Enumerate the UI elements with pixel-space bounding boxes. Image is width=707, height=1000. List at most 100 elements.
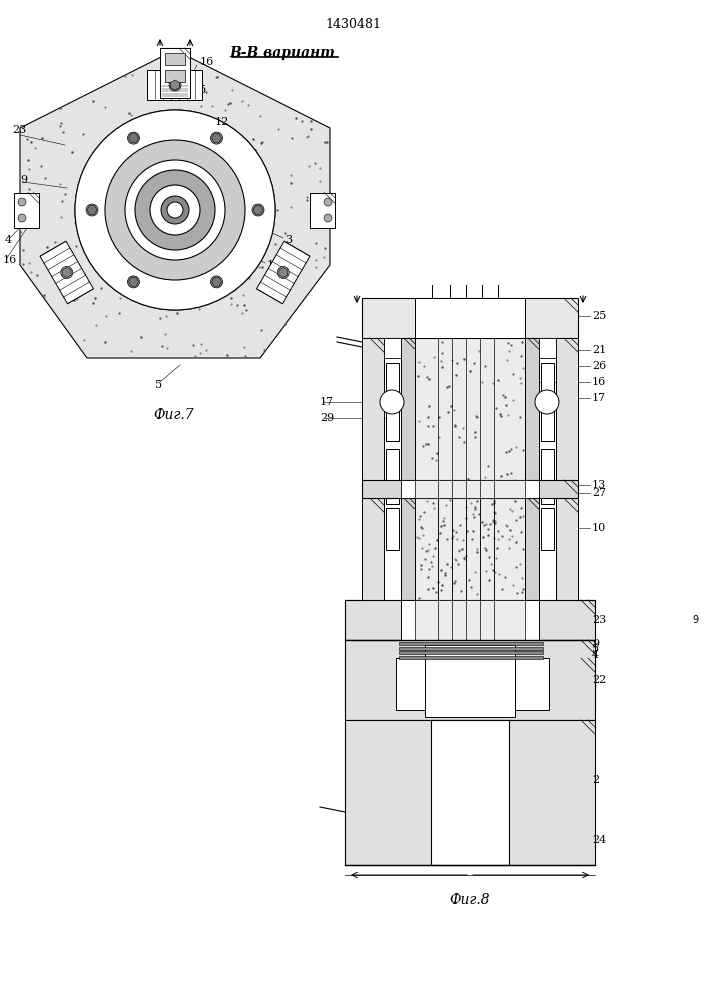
Bar	[401, 498, 415, 600]
Circle shape	[18, 214, 26, 222]
Circle shape	[61, 266, 73, 278]
Text: 4: 4	[592, 650, 599, 660]
Circle shape	[211, 276, 223, 288]
Bar	[165, 53, 185, 65]
Circle shape	[75, 110, 275, 310]
Bar	[362, 338, 384, 600]
Circle shape	[125, 160, 225, 260]
Circle shape	[150, 185, 200, 235]
Bar	[345, 658, 595, 710]
Polygon shape	[62, 267, 71, 277]
Polygon shape	[148, 70, 202, 100]
Bar	[431, 720, 509, 865]
Bar	[399, 651, 543, 654]
Polygon shape	[129, 278, 139, 286]
Circle shape	[535, 390, 559, 414]
Bar	[345, 600, 595, 640]
Text: 29: 29	[320, 413, 334, 423]
Text: 12: 12	[215, 117, 229, 127]
Text: 17: 17	[592, 393, 606, 403]
Bar	[310, 192, 336, 228]
Text: 1430481: 1430481	[325, 18, 381, 31]
Text: Фиг.8: Фиг.8	[450, 893, 491, 907]
Bar	[415, 338, 525, 600]
Bar	[525, 498, 539, 600]
Text: В-В вариант: В-В вариант	[229, 46, 335, 60]
Bar	[345, 720, 595, 865]
Bar	[541, 449, 554, 504]
Text: 5: 5	[155, 380, 162, 390]
Bar	[415, 600, 525, 640]
Bar	[345, 640, 595, 720]
Polygon shape	[211, 278, 221, 286]
Text: 16: 16	[200, 57, 214, 67]
Bar	[399, 656, 543, 659]
Bar	[556, 498, 578, 600]
Text: 23: 23	[12, 125, 26, 135]
Text: 5: 5	[592, 644, 599, 654]
Bar	[401, 480, 539, 498]
Text: 26: 26	[592, 361, 606, 371]
Bar	[539, 338, 556, 358]
Bar	[362, 298, 578, 338]
Text: 25: 25	[592, 311, 606, 321]
Text: 27: 27	[592, 488, 606, 498]
Circle shape	[211, 132, 223, 144]
Text: 17: 17	[320, 397, 334, 407]
Bar	[401, 338, 415, 600]
Bar	[415, 480, 525, 498]
Circle shape	[277, 266, 289, 278]
Text: 22: 22	[592, 675, 606, 685]
Circle shape	[169, 79, 181, 91]
Bar	[525, 338, 539, 600]
Circle shape	[127, 132, 139, 144]
Text: 24: 24	[592, 835, 606, 845]
Bar	[541, 508, 554, 550]
Text: 15: 15	[193, 85, 207, 95]
Bar	[15, 192, 40, 228]
Circle shape	[380, 390, 404, 414]
Polygon shape	[87, 206, 97, 214]
Bar	[415, 498, 525, 600]
Circle shape	[161, 196, 189, 224]
Bar	[165, 70, 185, 82]
Text: 2: 2	[592, 775, 599, 785]
Text: 4: 4	[5, 235, 12, 245]
Text: 21: 21	[592, 345, 606, 355]
Bar	[362, 480, 578, 498]
Text: 23: 23	[592, 615, 606, 625]
Polygon shape	[170, 80, 180, 90]
Text: 16: 16	[3, 255, 17, 265]
Text: 9: 9	[20, 175, 27, 185]
Polygon shape	[211, 134, 221, 142]
Circle shape	[324, 198, 332, 206]
Polygon shape	[129, 134, 139, 142]
Polygon shape	[279, 267, 288, 277]
Circle shape	[86, 204, 98, 216]
Text: 13: 13	[592, 480, 606, 490]
Circle shape	[127, 276, 139, 288]
Circle shape	[18, 198, 26, 206]
Text: 9: 9	[692, 615, 698, 625]
Bar	[415, 298, 525, 338]
Circle shape	[135, 170, 215, 250]
Circle shape	[105, 140, 245, 280]
Bar	[396, 658, 549, 710]
Bar	[541, 363, 554, 441]
Text: 9: 9	[592, 639, 599, 649]
Bar	[386, 449, 399, 504]
Bar	[362, 498, 384, 600]
Circle shape	[167, 202, 183, 218]
Bar	[386, 508, 399, 550]
Text: 3: 3	[285, 235, 292, 245]
Bar	[399, 647, 543, 650]
Polygon shape	[257, 241, 310, 304]
Polygon shape	[20, 55, 330, 358]
Circle shape	[252, 204, 264, 216]
Bar	[386, 363, 399, 441]
Bar	[425, 645, 515, 717]
Bar	[160, 48, 190, 98]
Bar	[384, 338, 401, 358]
Bar	[401, 600, 539, 640]
Text: 13: 13	[267, 260, 281, 270]
